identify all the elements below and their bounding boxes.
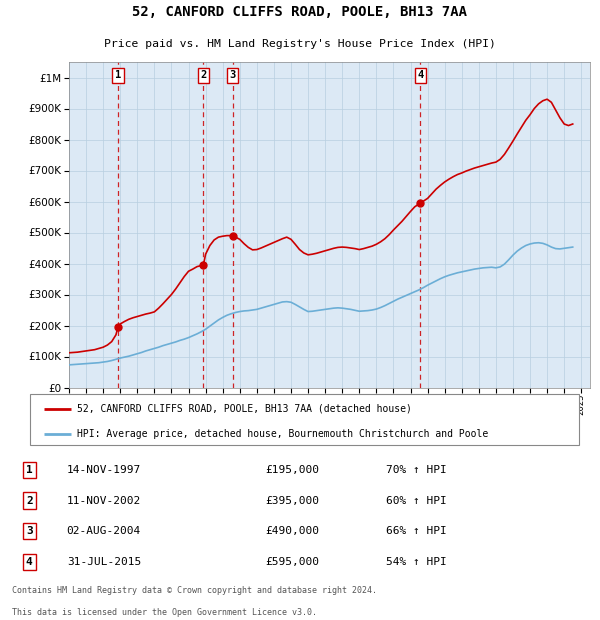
Text: Price paid vs. HM Land Registry's House Price Index (HPI): Price paid vs. HM Land Registry's House … bbox=[104, 38, 496, 48]
Text: 3: 3 bbox=[26, 526, 32, 536]
Text: Contains HM Land Registry data © Crown copyright and database right 2024.: Contains HM Land Registry data © Crown c… bbox=[12, 587, 377, 595]
Text: 3: 3 bbox=[229, 70, 236, 80]
Text: 2: 2 bbox=[200, 70, 206, 80]
Text: 11-NOV-2002: 11-NOV-2002 bbox=[67, 495, 141, 505]
Text: HPI: Average price, detached house, Bournemouth Christchurch and Poole: HPI: Average price, detached house, Bour… bbox=[77, 429, 488, 439]
FancyBboxPatch shape bbox=[30, 394, 579, 445]
Text: 52, CANFORD CLIFFS ROAD, POOLE, BH13 7AA: 52, CANFORD CLIFFS ROAD, POOLE, BH13 7AA bbox=[133, 6, 467, 19]
Text: £595,000: £595,000 bbox=[265, 557, 319, 567]
Text: 4: 4 bbox=[26, 557, 32, 567]
Text: £395,000: £395,000 bbox=[265, 495, 319, 505]
Text: 02-AUG-2004: 02-AUG-2004 bbox=[67, 526, 141, 536]
Text: £490,000: £490,000 bbox=[265, 526, 319, 536]
Text: 70% ↑ HPI: 70% ↑ HPI bbox=[386, 465, 447, 475]
Text: 31-JUL-2015: 31-JUL-2015 bbox=[67, 557, 141, 567]
Text: 54% ↑ HPI: 54% ↑ HPI bbox=[386, 557, 447, 567]
Text: 2: 2 bbox=[26, 495, 32, 505]
Text: 14-NOV-1997: 14-NOV-1997 bbox=[67, 465, 141, 475]
Text: 4: 4 bbox=[417, 70, 424, 80]
Text: 66% ↑ HPI: 66% ↑ HPI bbox=[386, 526, 447, 536]
Text: This data is licensed under the Open Government Licence v3.0.: This data is licensed under the Open Gov… bbox=[12, 608, 317, 618]
Text: 60% ↑ HPI: 60% ↑ HPI bbox=[386, 495, 447, 505]
Text: 1: 1 bbox=[115, 70, 121, 80]
Text: 52, CANFORD CLIFFS ROAD, POOLE, BH13 7AA (detached house): 52, CANFORD CLIFFS ROAD, POOLE, BH13 7AA… bbox=[77, 404, 412, 414]
Text: £195,000: £195,000 bbox=[265, 465, 319, 475]
Text: 1: 1 bbox=[26, 465, 32, 475]
